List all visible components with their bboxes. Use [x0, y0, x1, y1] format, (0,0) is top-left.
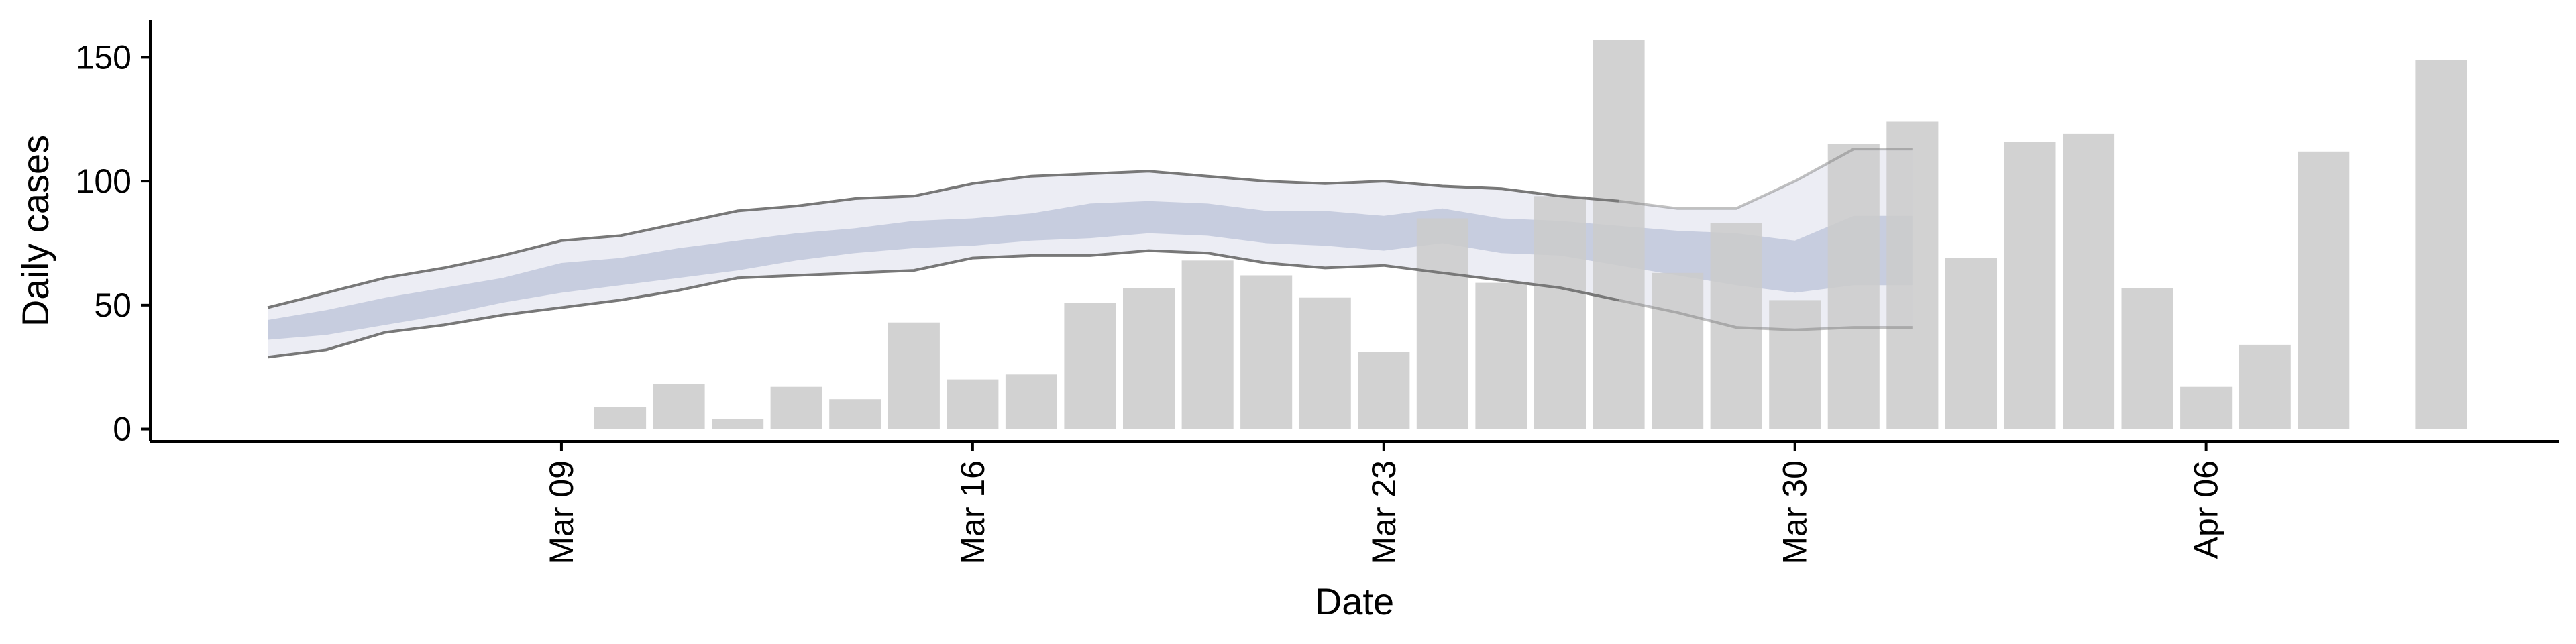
daily-case-bar	[1534, 196, 1586, 429]
daily-case-bar	[653, 384, 705, 429]
daily-case-bar	[1827, 144, 1880, 429]
daily-case-bar	[1240, 275, 1293, 429]
x-axis-ticks: Mar 09 Mar 16 Mar 23 Mar 30 Apr 06	[543, 441, 2225, 565]
daily-case-bar	[2121, 288, 2174, 429]
upper-bound-line-projection	[1618, 148, 1913, 210]
daily-case-bar	[1710, 223, 1762, 429]
x-tick-label: Mar 16	[954, 460, 991, 565]
daily-case-bar	[2298, 151, 2350, 429]
x-axis-title: Date	[1315, 580, 1394, 623]
upper-bound-line	[267, 170, 1619, 309]
daily-case-bar	[1181, 260, 1234, 429]
y-tick-label: 0	[113, 411, 131, 448]
plot-area	[267, 40, 2467, 429]
daily-case-bar	[1886, 121, 1939, 429]
daily-case-bar	[2415, 60, 2467, 429]
outer-confidence-band	[268, 149, 1913, 358]
daily-case-bar	[1652, 272, 1704, 429]
daily-case-bar	[1358, 352, 1410, 429]
daily-case-bar	[1005, 374, 1057, 429]
y-tick-label: 150	[76, 38, 131, 76]
daily-case-bar	[712, 419, 764, 429]
daily-case-bar	[1593, 40, 1645, 429]
daily-case-bar	[1123, 288, 1175, 429]
daily-case-bar	[829, 399, 881, 429]
y-axis-ticks: 0 50 100 150	[76, 38, 150, 448]
estimate-bands	[268, 149, 1913, 358]
daily-case-bar	[594, 407, 647, 429]
x-tick-label: Mar 09	[543, 460, 580, 565]
daily-case-bar	[1299, 297, 1351, 429]
y-tick-label: 100	[76, 162, 131, 200]
y-axis-title: Daily cases	[14, 135, 56, 327]
x-tick-label: Apr 06	[2188, 460, 2225, 559]
daily-case-bar	[2004, 142, 2056, 429]
estimate-bound-lines	[267, 148, 1913, 359]
lower-bound-line	[267, 249, 1619, 359]
daily-case-bars	[594, 40, 2467, 429]
lower-bound-line-projection	[1618, 299, 1913, 331]
daily-case-bar	[1064, 303, 1116, 429]
daily-case-bar	[888, 322, 940, 429]
daily-case-bar	[2239, 344, 2291, 429]
y-tick-label: 50	[94, 286, 131, 324]
inner-confidence-band	[268, 201, 1913, 340]
daily-case-bar	[1475, 282, 1527, 429]
daily-case-bar	[1416, 218, 1468, 429]
daily-case-bar	[1769, 300, 1821, 429]
daily-case-bar	[1945, 258, 1997, 429]
daily-case-bar	[947, 379, 999, 429]
x-tick-label: Mar 23	[1365, 460, 1403, 565]
daily-case-bar	[2180, 386, 2233, 429]
axes: 0 50 100 150 Mar 09 Mar 16 Mar 23 Mar 30 Apr 06	[76, 20, 2559, 565]
x-tick-label: Mar 30	[1776, 460, 1814, 565]
daily-case-bar	[770, 386, 822, 429]
daily-case-bar	[2063, 133, 2115, 429]
